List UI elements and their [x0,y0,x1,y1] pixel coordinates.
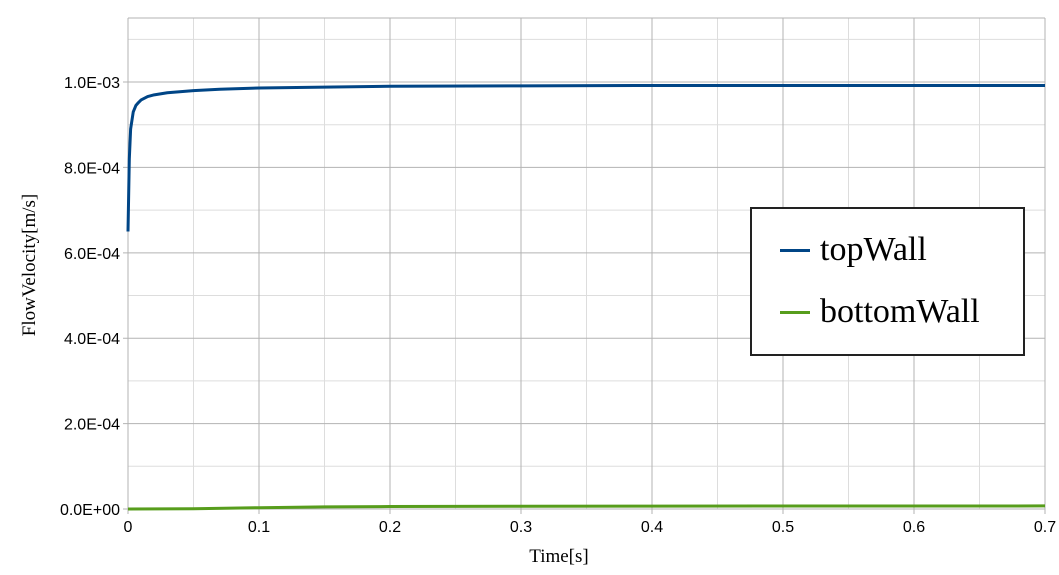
y-tick-label: 2.0E-04 [64,417,120,434]
x-tick-label: 0.3 [510,519,532,536]
x-tick-label: 0.6 [903,519,925,536]
tick-labels: 0 0.1 0.2 0.3 0.4 0.5 0.6 0.7 0.0E+00 2.0E-04 4.0E… [60,75,1056,536]
x-axis-label: Time[s] [529,546,588,567]
x-tick-label: 0.5 [772,519,794,536]
grid [123,17,1046,514]
x-tick-label: 0.7 [1034,519,1056,536]
legend-label: topWall [820,231,927,268]
legend-item-topwall: topWall [780,231,927,269]
legend-label: bottomWall [820,293,980,330]
x-tick-label: 0.2 [379,519,401,536]
legend: topWall bottomWall [750,207,1025,356]
y-tick-label: 1.0E-03 [64,75,120,92]
y-tick-label: 4.0E-04 [64,331,120,348]
series-line-topwall [126,83,1045,232]
x-tick-label: 0.1 [248,519,270,536]
y-tick-label: 8.0E-04 [64,160,120,177]
y-tick-label: 0.0E+00 [60,502,120,519]
legend-swatch-bottomwall [780,310,810,314]
x-tick-label: 0.4 [641,519,663,536]
legend-swatch-topwall [780,248,810,252]
y-tick-label: 6.0E-04 [64,246,120,263]
y-axis-label: FlowVelocity[m/s] [19,194,40,337]
x-tick-label: 0 [124,519,133,536]
legend-item-bottomwall: bottomWall [780,293,980,331]
series-lines [126,83,1046,511]
series-line-bottomwall [127,504,1046,511]
